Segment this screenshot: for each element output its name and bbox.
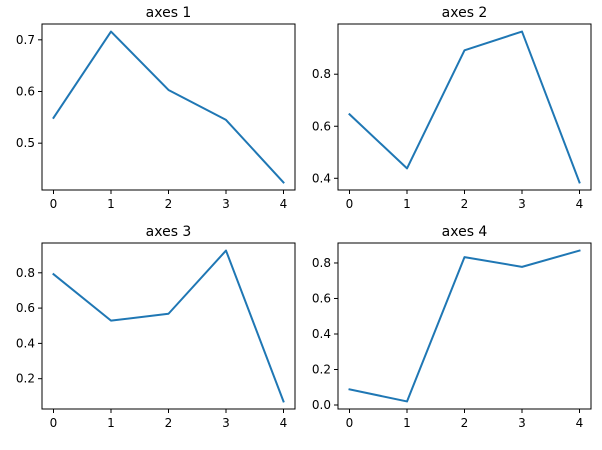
x-tick-label: 0 <box>50 197 58 211</box>
axes-4: axes 4 0 1 2 3 4 0.0 0.2 0.4 0.6 0.8 <box>312 224 592 430</box>
series-line <box>52 30 285 184</box>
x-tick-label: 4 <box>280 197 288 211</box>
x-tick-label: 3 <box>222 197 230 211</box>
x-tick-label: 0 <box>346 416 354 430</box>
x-tick-label: 4 <box>576 197 584 211</box>
axes-title: axes 4 <box>442 224 488 240</box>
plot-frame <box>337 23 592 191</box>
axes-3: axes 3 0 1 2 3 4 0.2 0.4 0.6 0.8 <box>16 224 296 430</box>
y-tick-label: 0.8 <box>16 266 35 280</box>
plot-frame <box>337 242 592 410</box>
x-tick-label: 1 <box>107 416 115 430</box>
x-tick-label: 2 <box>165 416 173 430</box>
plot-frame <box>41 242 296 410</box>
axes-title: axes 2 <box>442 5 488 21</box>
y-tick-label: 0.8 <box>312 67 331 81</box>
y-tick-label: 0.4 <box>16 336 35 350</box>
axes-1: axes 1 0 1 2 3 4 0.5 0.6 0.7 <box>16 5 296 211</box>
y-tick-label: 0.4 <box>312 327 331 341</box>
y-tick-label: 0.0 <box>312 398 331 412</box>
x-tick-label: 3 <box>518 416 526 430</box>
x-tick-label: 1 <box>403 197 411 211</box>
axes-title: axes 1 <box>146 5 192 21</box>
x-tick-label: 2 <box>461 416 469 430</box>
x-tick-label: 1 <box>107 197 115 211</box>
y-tick-label: 0.4 <box>312 171 331 185</box>
x-tick-label: 2 <box>461 197 469 211</box>
x-tick-label: 4 <box>576 416 584 430</box>
plot-frame <box>41 23 296 191</box>
x-tick-label: 3 <box>222 416 230 430</box>
y-tick-label: 0.6 <box>312 119 331 133</box>
y-tick-label: 0.8 <box>312 256 331 270</box>
y-tick-label: 0.6 <box>312 291 331 305</box>
series-line <box>348 249 581 403</box>
x-tick-label: 2 <box>165 197 173 211</box>
x-tick-label: 3 <box>518 197 526 211</box>
x-tick-label: 0 <box>50 416 58 430</box>
y-tick-label: 0.6 <box>16 301 35 315</box>
x-tick-label: 4 <box>280 416 288 430</box>
y-tick-label: 0.2 <box>312 362 331 376</box>
axes-title: axes 3 <box>146 224 192 240</box>
axes-2: axes 2 0 1 2 3 4 0.4 0.6 0.8 <box>312 5 592 211</box>
x-tick-label: 0 <box>346 197 354 211</box>
series-line <box>348 30 581 184</box>
x-tick-label: 1 <box>403 416 411 430</box>
series-line <box>52 249 285 403</box>
y-tick-label: 0.6 <box>16 84 35 98</box>
y-tick-label: 0.7 <box>16 33 35 47</box>
y-tick-label: 0.5 <box>16 136 35 150</box>
y-tick-label: 0.2 <box>16 372 35 386</box>
